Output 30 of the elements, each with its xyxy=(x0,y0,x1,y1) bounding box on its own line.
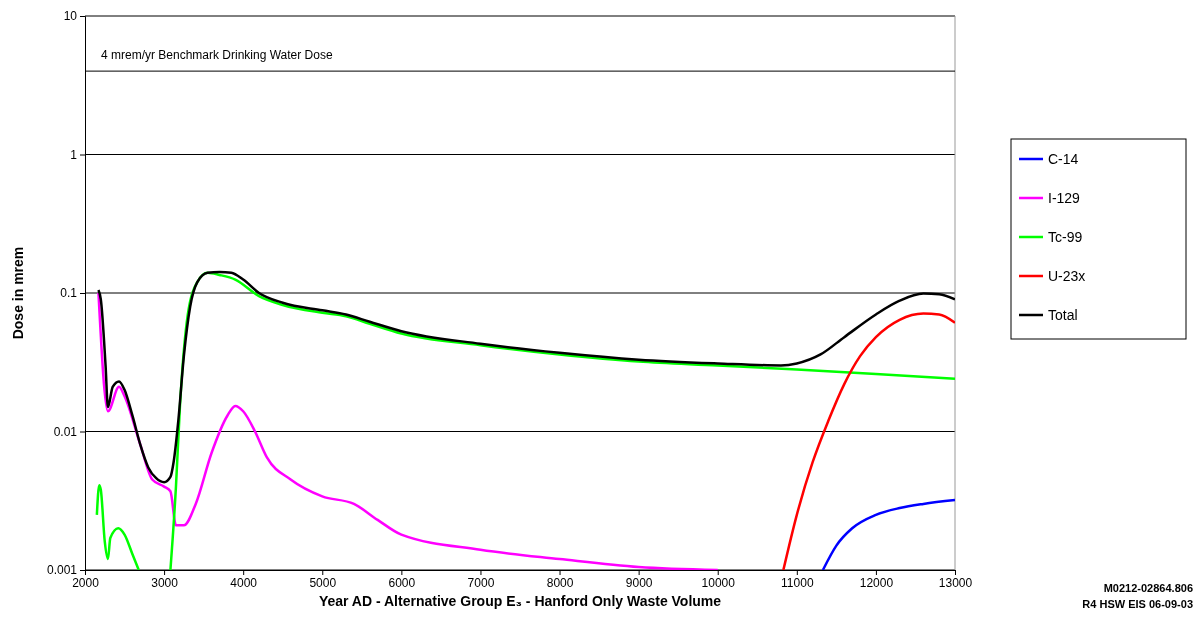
y-tick-label: 0.01 xyxy=(53,424,78,439)
x-tick-label: 2000 xyxy=(72,575,100,590)
legend-label: Tc-99 xyxy=(1048,229,1083,245)
y-tick-label: 0.001 xyxy=(46,563,78,578)
x-tick-label: 4000 xyxy=(230,575,258,590)
legend-label: U-23x xyxy=(1048,268,1086,284)
x-tick-label: 8000 xyxy=(546,575,574,590)
y-tick-label: 1 xyxy=(70,147,78,162)
legend-label: Total xyxy=(1048,307,1078,323)
x-tick-label: 7000 xyxy=(467,575,495,590)
x-tick-label: 13000 xyxy=(938,575,973,590)
legend-label: I-129 xyxy=(1048,190,1081,206)
line-series xyxy=(97,291,719,570)
x-tick-label: 3000 xyxy=(151,575,179,590)
x-tick-label: 12000 xyxy=(859,575,894,590)
text: M0212-02864.806 xyxy=(1103,582,1193,594)
text: R4 HSW EIS 06-09-03 xyxy=(1082,598,1193,610)
y-axis-title: Dose in mrem xyxy=(10,246,26,340)
y-tick-label: 10 xyxy=(63,9,78,24)
x-tick-label: 11000 xyxy=(781,575,814,590)
x-axis-title: Year AD - Alternative Group E₃ - Hanford Only Waste Volume xyxy=(318,593,722,609)
legend-label: C-14 xyxy=(1048,151,1079,167)
ref-line-label: 4 mrem/yr Benchmark Drinking Water Dose xyxy=(101,48,333,63)
line-series xyxy=(782,312,955,570)
y-tick-label: 0.1 xyxy=(60,286,78,301)
x-tick-label: 6000 xyxy=(388,575,416,590)
x-tick-label: 10000 xyxy=(701,575,736,590)
line-series xyxy=(821,498,955,570)
x-tick-label: 5000 xyxy=(309,575,337,590)
x-tick-label: 9000 xyxy=(625,575,653,590)
